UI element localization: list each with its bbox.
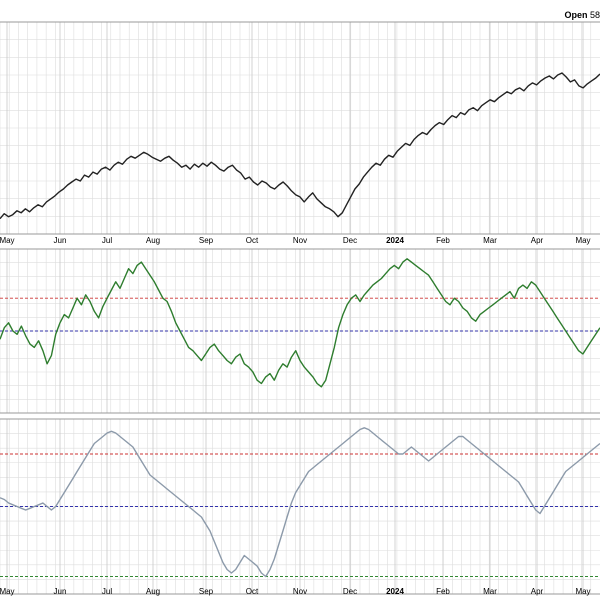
open-label: Open 58 xyxy=(564,10,600,20)
open-label-text: Open xyxy=(564,10,588,20)
x-tick-label: Jun xyxy=(54,587,67,596)
x-tick-label: Dec xyxy=(343,587,357,596)
x-tick-label: Nov xyxy=(293,236,307,245)
x-tick-label: Apr xyxy=(531,587,544,596)
x-tick-label: Oct xyxy=(246,236,259,245)
x-tick-label: Sep xyxy=(199,236,214,245)
x-tick-label: Jun xyxy=(54,236,67,245)
x-tick-label: Mar xyxy=(483,587,497,596)
open-label-value: 58 xyxy=(589,10,600,20)
x-tick-label: Apr xyxy=(531,236,544,245)
x-tick-label: Feb xyxy=(436,587,450,596)
x-tick-label: Mar xyxy=(483,236,497,245)
x-tick-label: Sep xyxy=(199,587,214,596)
x-tick-label: Nov xyxy=(293,587,307,596)
x-tick-label: May xyxy=(575,587,590,596)
x-tick-label: Oct xyxy=(246,587,259,596)
x-tick-label: Jul xyxy=(102,587,112,596)
x-tick-label: Aug xyxy=(146,587,160,596)
x-tick-label: May xyxy=(0,236,15,245)
x-tick-label: Aug xyxy=(146,236,160,245)
x-tick-label: 2024 xyxy=(386,236,404,245)
x-tick-label: Dec xyxy=(343,236,357,245)
x-tick-label: Jul xyxy=(102,236,112,245)
x-tick-label: May xyxy=(0,587,15,596)
x-tick-label: May xyxy=(575,236,590,245)
x-tick-label: Feb xyxy=(436,236,450,245)
x-tick-label: 2024 xyxy=(386,587,404,596)
indicator2-series-line xyxy=(0,427,600,578)
indicator1-series-line xyxy=(0,258,600,388)
price-series-line xyxy=(0,72,600,220)
